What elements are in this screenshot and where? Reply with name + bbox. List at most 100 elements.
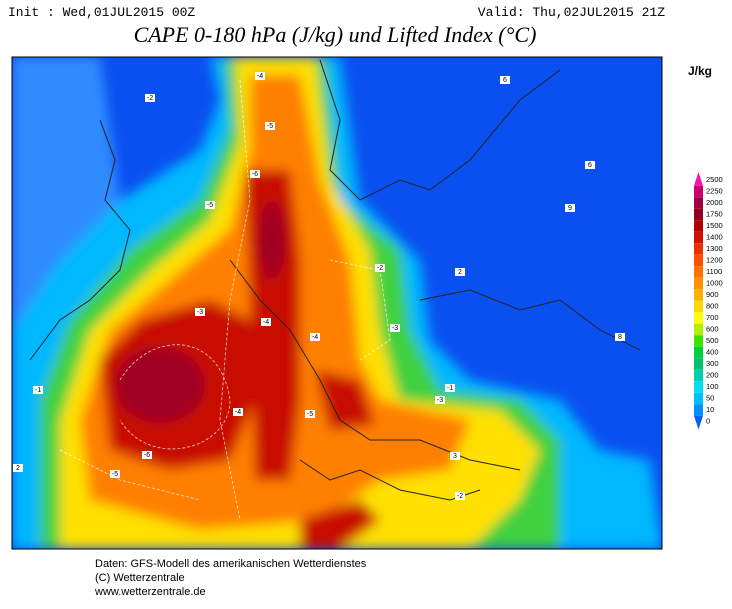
colorbar-segment <box>694 404 703 416</box>
contour-label-box <box>255 72 265 80</box>
contour-label-box <box>195 308 205 316</box>
contour-label: -1 <box>447 385 453 392</box>
contour-label-box <box>13 464 23 472</box>
contour-label-box <box>250 170 260 178</box>
colorbar-tick-label: 1200 <box>706 255 723 264</box>
contour-label: 3 <box>453 453 457 460</box>
colorbar-tick-label: 0 <box>706 416 710 425</box>
colorbar-segment <box>694 369 703 382</box>
contour-label-box <box>450 452 460 460</box>
contour-label: -2 <box>377 265 383 272</box>
unit-label: J/kg <box>688 64 712 78</box>
colorbar: 2500225020001750150014001300120011001000… <box>694 172 723 430</box>
colorbar-segment <box>694 300 703 313</box>
contour-label: 6 <box>503 77 507 84</box>
colorbar-tick-label: 900 <box>706 290 719 299</box>
colorbar-cap <box>694 172 703 186</box>
colorbar-segment <box>694 358 703 370</box>
colorbar-tick-label: 800 <box>706 301 719 310</box>
contour-label: -4 <box>257 73 263 80</box>
colorbar-tick-label: 1300 <box>706 244 723 253</box>
contour-label-box <box>205 201 215 209</box>
colorbar-segment <box>694 346 703 359</box>
contour-label: 9 <box>568 205 572 212</box>
contour-label: -5 <box>267 123 273 130</box>
colorbar-segment <box>694 392 703 405</box>
contour-label-box <box>615 333 625 341</box>
contour-label: -3 <box>197 309 203 316</box>
footer-line: (C) Wetterzentrale <box>95 572 185 584</box>
contour-label-box <box>500 76 510 84</box>
contour-label: -4 <box>263 319 269 326</box>
contour-label-box <box>33 386 43 394</box>
contour-label: -4 <box>312 334 318 341</box>
contour-label: -1 <box>35 387 41 394</box>
contour-label-box <box>390 324 400 332</box>
colorbar-segment <box>694 323 703 336</box>
contour-label-box <box>305 410 315 418</box>
colorbar-tick-label: 2500 <box>706 175 723 184</box>
colorbar-tick-label: 300 <box>706 359 719 368</box>
contour-label-box <box>565 204 575 212</box>
contour-label-box <box>261 318 271 326</box>
contour-label-box <box>445 384 455 392</box>
colorbar-tick-label: 2000 <box>706 198 723 207</box>
colorbar-segment <box>694 381 703 393</box>
colorbar-tick-label: 1000 <box>706 278 723 287</box>
contour-label: -2 <box>147 95 153 102</box>
colorbar-tick-label: 1400 <box>706 232 723 241</box>
colorbar-tick-label: 10 <box>706 405 714 414</box>
colorbar-segment <box>694 277 703 290</box>
contour-label: -4 <box>235 409 241 416</box>
colorbar-segment <box>694 220 703 232</box>
contour-label-box <box>310 333 320 341</box>
contour-label: -5 <box>112 471 118 478</box>
map: -4 -5 -6 -5 -4 -3 -2 -6 -5 -4 -3 -2 -1 -2 -3 -4 -5 -1 2 6 6 9… <box>12 57 662 549</box>
colorbar-tick-label: 1750 <box>706 209 723 218</box>
colorbar-tick-label: 1500 <box>706 221 723 230</box>
colorbar-cap <box>694 415 703 430</box>
colorbar-tick-label: 700 <box>706 313 719 322</box>
contour-label: 6 <box>588 162 592 169</box>
colorbar-tick-label: 1100 <box>706 267 722 276</box>
colorbar-tick-label: 50 <box>706 393 714 402</box>
footer-line: Daten: GFS-Modell des amerikanischen Wet… <box>95 558 367 570</box>
contour-label: 8 <box>618 334 622 341</box>
colorbar-segment <box>694 335 703 347</box>
colorbar-segment <box>694 197 703 209</box>
contour-label: -5 <box>307 411 313 418</box>
contour-label-box <box>233 408 243 416</box>
contour-label-box <box>145 94 155 102</box>
contour-label-box <box>585 161 595 169</box>
map-title: CAPE 0-180 hPa (J/kg) und Lifted Index (… <box>134 22 537 47</box>
valid-time: Valid: Thu,02JUL2015 21Z <box>478 5 665 20</box>
colorbar-tick-label: 400 <box>706 347 719 356</box>
contour-label: -6 <box>252 171 258 178</box>
colorbar-segment <box>694 243 703 255</box>
contour-label-box <box>142 451 152 459</box>
colorbar-segment <box>694 208 703 221</box>
colorbar-tick-label: 600 <box>706 324 719 333</box>
contour-label-box <box>435 396 445 404</box>
contour-label: -6 <box>144 452 150 459</box>
footer-line: www.wetterzentrale.de <box>94 586 206 598</box>
colorbar-segment <box>694 289 703 301</box>
contour-label: -2 <box>457 493 463 500</box>
init-time: Init : Wed,01JUL2015 00Z <box>8 5 195 20</box>
contour-label: 2 <box>458 269 462 276</box>
contour-label-box <box>455 492 465 500</box>
colorbar-segment <box>694 185 703 198</box>
colorbar-tick-label: 2250 <box>706 186 723 195</box>
contour-label-box <box>265 122 275 130</box>
colorbar-segment <box>694 254 703 267</box>
contour-label: -3 <box>392 325 398 332</box>
colorbar-tick-label: 500 <box>706 336 719 345</box>
colorbar-segment <box>694 231 703 244</box>
contour-label: -5 <box>207 202 213 209</box>
contour-label: -3 <box>437 397 443 404</box>
colorbar-tick-label: 200 <box>706 370 719 379</box>
contour-label: 2 <box>16 465 20 472</box>
contour-label-box <box>375 264 385 272</box>
colorbar-segment <box>694 266 703 278</box>
